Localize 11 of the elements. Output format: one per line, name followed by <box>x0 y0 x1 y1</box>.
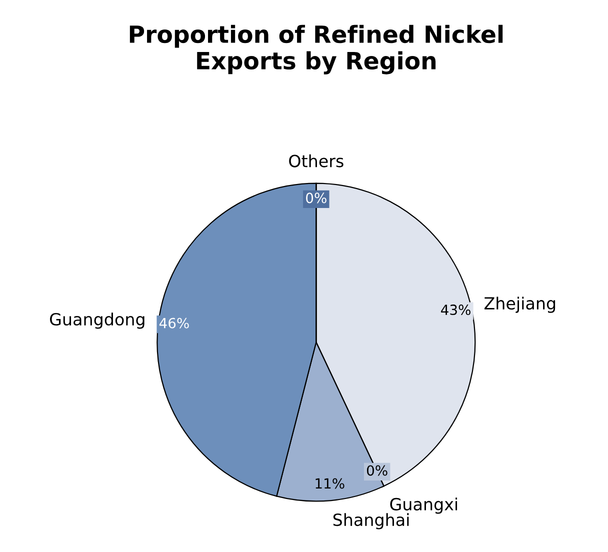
legend-label: Zhejiang <box>484 296 556 313</box>
slice-label: Shanghai <box>333 513 409 530</box>
text: 0% <box>306 192 326 204</box>
chart-title: Proportion of Refined Nickel Exports by Region <box>130 24 503 74</box>
data-label: 46% <box>159 318 189 328</box>
category-label: Guangxi <box>390 498 458 514</box>
data-label: 43% <box>441 304 470 316</box>
text: 0% <box>366 465 388 476</box>
category-label: Others <box>289 154 344 168</box>
data-label: 11% <box>316 478 344 489</box>
slice-label: Guangdong <box>50 312 144 329</box>
